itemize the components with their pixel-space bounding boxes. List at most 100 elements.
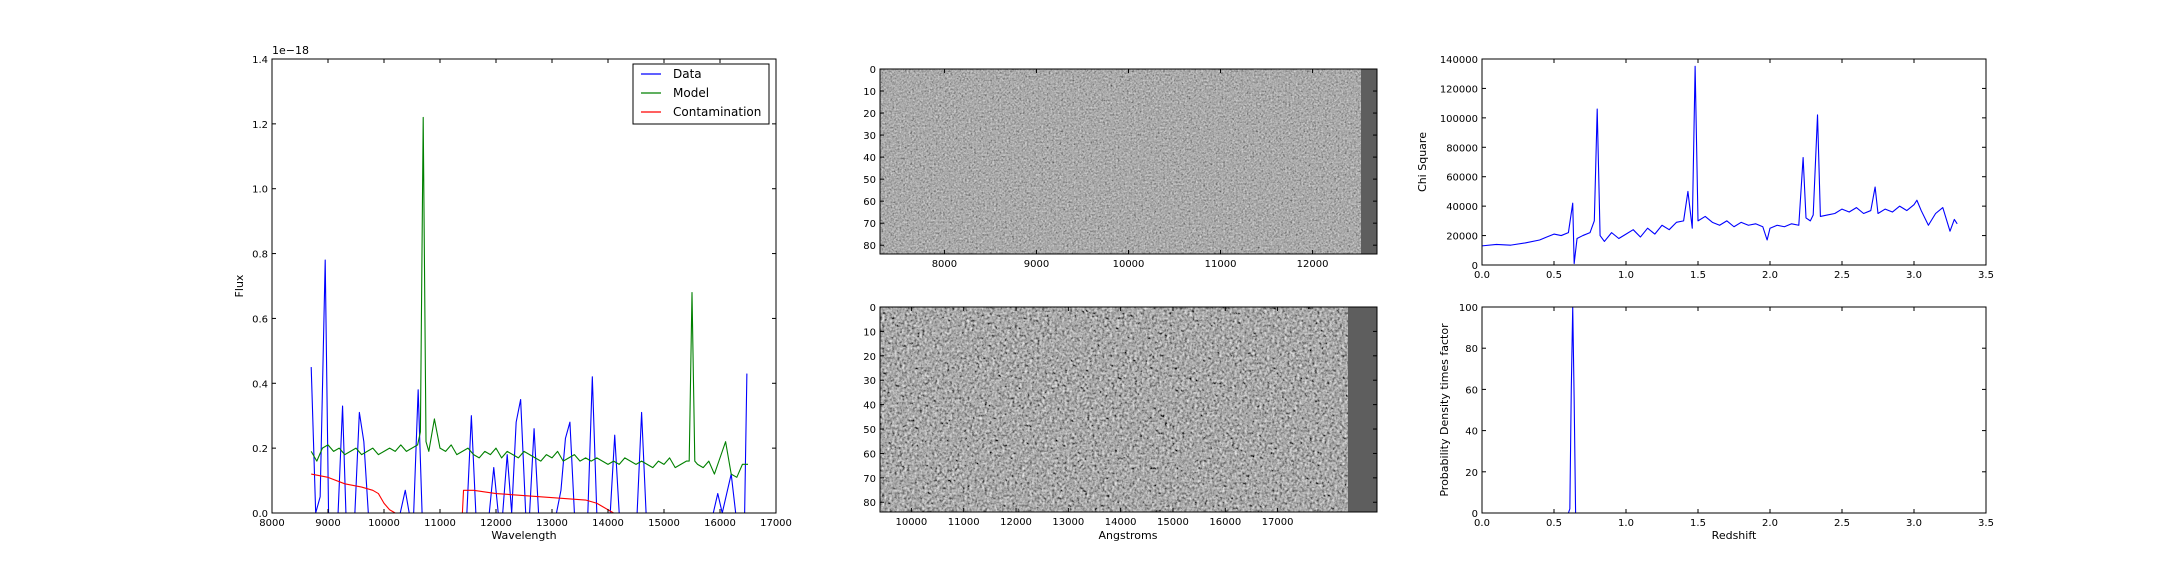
chisquare-x-tick-label: 3.0 bbox=[1906, 270, 1922, 281]
spectrum-x-tick-label: 10000 bbox=[368, 518, 400, 529]
chisquare-plot-area bbox=[1481, 65, 1958, 265]
image2d-bottom-y-tick-label: 10 bbox=[863, 327, 876, 338]
spectrum-legend: Data Model Contamination bbox=[632, 63, 770, 125]
image2d-top-noise bbox=[880, 69, 1361, 254]
spectrum-x-tick-label: 15000 bbox=[648, 518, 680, 529]
image2d-bottom-y-tick-label: 40 bbox=[863, 401, 876, 412]
probability-axes-frame bbox=[1481, 306, 1987, 514]
image2d-bottom-y-tick-label: 60 bbox=[863, 449, 876, 460]
chisquare-y-tick-label: 140000 bbox=[1440, 55, 1478, 66]
image2d-bottom-axes: 10000 11000 12000 13000 14000 15000 16000 17000… bbox=[863, 303, 1377, 528]
spectrum-axes-frame bbox=[271, 58, 777, 514]
image2d-bottom-x-tick-label: 17000 bbox=[1262, 517, 1294, 528]
image2d-top-axes: 8000 9000 10000 11000 12000 0 10 20 30 40 50 60 70 80 bbox=[863, 65, 1377, 270]
image2d-bottom-frame bbox=[879, 306, 1378, 513]
spectrum-x-tick-label: 11000 bbox=[424, 518, 456, 529]
probability-panel: 0.0 0.5 1.0 1.5 2.0 2.5 3.0 3.5 0 20 40 60 80 100 Red… bbox=[1438, 303, 1994, 542]
image2d-top-y-tick-label: 20 bbox=[863, 109, 876, 120]
image2d-top-x-tick-label: 12000 bbox=[1297, 259, 1329, 270]
image2d-top-y-tick-label: 0 bbox=[870, 65, 876, 76]
probability-x-label: Redshift bbox=[1712, 529, 1757, 542]
spectrum-y-tick-label: 0.4 bbox=[252, 379, 268, 390]
image2d-top-x-tick-label: 11000 bbox=[1205, 259, 1237, 270]
chisquare-y-tick-label: 100000 bbox=[1440, 114, 1478, 125]
chisquare-x-tick-label: 2.5 bbox=[1834, 270, 1850, 281]
image2d-bottom-x-tick-label: 14000 bbox=[1105, 517, 1137, 528]
legend-model-label: Model bbox=[673, 86, 709, 100]
spectrum-x-tick-label: 9000 bbox=[315, 518, 340, 529]
probability-plot-area bbox=[1482, 306, 1958, 514]
image2d-bottom-y-tick-label: 20 bbox=[863, 352, 876, 363]
spectrum-y-tick-label: 1.4 bbox=[252, 55, 268, 66]
spectrum-y-tick-label: 0.8 bbox=[252, 250, 268, 261]
probability-x-tick-label: 1.5 bbox=[1690, 518, 1706, 529]
chisquare-x-tick-label: 2.0 bbox=[1762, 270, 1778, 281]
spectrum-y-tick-label: 0.2 bbox=[252, 444, 268, 455]
image2d-bottom-y-tick-label: 30 bbox=[863, 376, 876, 387]
chisquare-y-tick-label: 0 bbox=[1472, 261, 1478, 272]
chisquare-x-tick-label: 0.5 bbox=[1546, 270, 1562, 281]
image2d-top-x-tick-label: 8000 bbox=[932, 259, 957, 270]
image2d-bottom-x-tick-label: 11000 bbox=[948, 517, 980, 528]
image2d-top-y-tick-label: 70 bbox=[863, 219, 876, 230]
spectrum-y-tick-label: 0.0 bbox=[252, 509, 268, 520]
image2d-top-y-tick-label: 30 bbox=[863, 131, 876, 142]
spectrum-panel: 8000 9000 10000 11000 12000 13000 14000 15000 16… bbox=[233, 44, 792, 542]
image2d-top-y-tick-label: 10 bbox=[863, 87, 876, 98]
probability-y-tick-label: 80 bbox=[1465, 344, 1478, 355]
spectrum-x-tick-label: 14000 bbox=[592, 518, 624, 529]
chisquare-line-series-0 bbox=[1481, 65, 1958, 265]
legend-data-label: Data bbox=[673, 67, 702, 81]
image2d-bottom-x-label: Angstroms bbox=[1099, 529, 1158, 542]
spectrum-y-tick-label: 1.0 bbox=[252, 185, 268, 196]
image2d-bottom-noise bbox=[880, 307, 1348, 512]
chisquare-axes: 0.0 0.5 1.0 1.5 2.0 2.5 3.0 3.5 0 20000 40000 60000… bbox=[1440, 55, 1994, 281]
chisquare-x-tick-label: 3.5 bbox=[1978, 270, 1994, 281]
chisquare-y-tick-label: 40000 bbox=[1446, 202, 1478, 213]
spectrum-y-tick-label: 0.6 bbox=[252, 314, 268, 325]
image2d-bottom-y-tick-label: 0 bbox=[870, 303, 876, 314]
chisquare-y-label: Chi Square bbox=[1416, 132, 1429, 192]
image2d-top-x-tick-label: 9000 bbox=[1024, 259, 1049, 270]
spectrum-line-data bbox=[310, 259, 748, 514]
spectrum-plot-area bbox=[310, 116, 748, 514]
chisquare-axes-frame bbox=[1481, 58, 1987, 266]
image2d-bottom-y-tick-label: 80 bbox=[863, 498, 876, 509]
spectrum-y-tick-label: 1.2 bbox=[252, 120, 268, 131]
spectrum-x-label: Wavelength bbox=[491, 529, 556, 542]
spectrum-x-tick-label: 12000 bbox=[480, 518, 512, 529]
probability-y-tick-label: 40 bbox=[1465, 427, 1478, 438]
image2d-top-y-tick-label: 60 bbox=[863, 197, 876, 208]
chisquare-y-tick-label: 60000 bbox=[1446, 173, 1478, 184]
spectrum-line-model bbox=[310, 116, 748, 478]
image2d-bottom-x-tick-label: 13000 bbox=[1052, 517, 1084, 528]
image2d-top-y-tick-label: 50 bbox=[863, 175, 876, 186]
spectrum-x-tick-label: 8000 bbox=[259, 518, 284, 529]
image2d-top-panel: 8000 9000 10000 11000 12000 0 10 20 30 40 50 60 70 80 bbox=[863, 65, 1378, 270]
image2d-bottom-y-tick-label: 70 bbox=[863, 474, 876, 485]
probability-y-label: Probability Density times factor bbox=[1438, 323, 1451, 497]
probability-y-tick-label: 20 bbox=[1465, 468, 1478, 479]
chisquare-y-tick-label: 120000 bbox=[1440, 84, 1478, 95]
probability-x-tick-label: 2.0 bbox=[1762, 518, 1778, 529]
legend-contamination-label: Contamination bbox=[673, 105, 761, 119]
spectrum-y-label: Flux bbox=[233, 274, 246, 297]
spectrum-x-tick-label: 13000 bbox=[536, 518, 568, 529]
probability-y-tick-label: 100 bbox=[1459, 303, 1478, 314]
chisquare-y-tick-label: 80000 bbox=[1446, 143, 1478, 154]
image2d-top-x-tick-label: 10000 bbox=[1113, 259, 1145, 270]
probability-axes: 0.0 0.5 1.0 1.5 2.0 2.5 3.0 3.5 0 20 40 60 80 100 bbox=[1459, 303, 1994, 529]
probability-y-tick-label: 60 bbox=[1465, 385, 1478, 396]
image2d-bottom-y-tick-label: 50 bbox=[863, 425, 876, 436]
chisquare-x-tick-label: 0.0 bbox=[1474, 270, 1490, 281]
chisquare-panel: 0.0 0.5 1.0 1.5 2.0 2.5 3.0 3.5 0 20000 40000 60000… bbox=[1416, 55, 1994, 281]
chisquare-x-tick-label: 1.0 bbox=[1618, 270, 1634, 281]
spectrum-line-contamination bbox=[311, 473, 748, 514]
probability-y-tick-label: 0 bbox=[1472, 509, 1478, 520]
probability-x-tick-label: 0.0 bbox=[1474, 518, 1490, 529]
probability-x-tick-label: 2.5 bbox=[1834, 518, 1850, 529]
probability-x-tick-label: 3.0 bbox=[1906, 518, 1922, 529]
image2d-top-y-tick-label: 80 bbox=[863, 241, 876, 252]
image2d-bottom-x-tick-label: 10000 bbox=[895, 517, 927, 528]
